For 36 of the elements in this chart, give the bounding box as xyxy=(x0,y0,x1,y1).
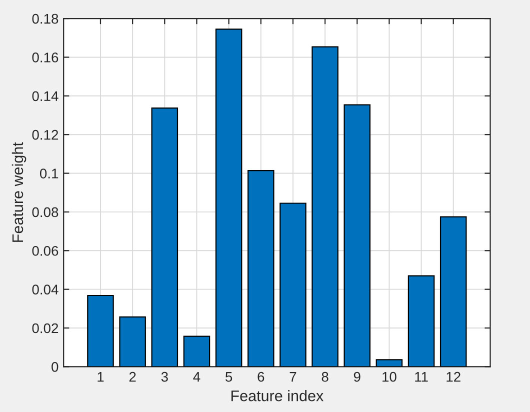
y-tick-label: 0.12 xyxy=(32,130,58,140)
bar xyxy=(215,28,242,367)
y-tick-label: 0.1 xyxy=(40,168,58,178)
x-tick-label: 11 xyxy=(415,372,428,382)
bar xyxy=(344,104,371,367)
y-tick-label: 0.14 xyxy=(32,91,58,102)
y-tick-label: 0 xyxy=(52,362,58,372)
y-tick-label: 0.04 xyxy=(32,284,58,294)
x-tick-label: 2 xyxy=(129,372,136,382)
x-axis-title: Feature index xyxy=(231,390,324,402)
bar xyxy=(440,216,467,367)
y-tick-label: 0.18 xyxy=(32,14,58,24)
bar xyxy=(312,46,338,367)
bar xyxy=(408,275,435,367)
x-tick-label: 12 xyxy=(446,372,460,382)
x-tick-label: 8 xyxy=(322,372,328,382)
bar xyxy=(183,336,210,367)
x-tick-label: 6 xyxy=(258,372,264,382)
x-tick-label: 9 xyxy=(354,372,360,382)
bar xyxy=(119,316,146,367)
x-tick-label: 5 xyxy=(226,372,232,382)
bar xyxy=(376,359,403,367)
x-tick-label: 4 xyxy=(193,372,200,382)
y-tick-label: 0.08 xyxy=(32,207,58,218)
bar xyxy=(248,170,274,367)
y-tick-label: 0.16 xyxy=(32,52,58,62)
bar xyxy=(280,202,306,367)
x-tick-label: 7 xyxy=(290,372,296,382)
y-axis-title: Feature weight xyxy=(12,142,26,242)
x-tick-label: 1 xyxy=(98,372,104,382)
x-tick-label: 10 xyxy=(382,372,396,382)
bar xyxy=(151,108,178,367)
x-tick-label: 3 xyxy=(161,372,168,382)
y-tick-label: 0.02 xyxy=(32,323,58,334)
bar xyxy=(87,294,114,367)
y-tick-label: 0.06 xyxy=(32,246,58,256)
